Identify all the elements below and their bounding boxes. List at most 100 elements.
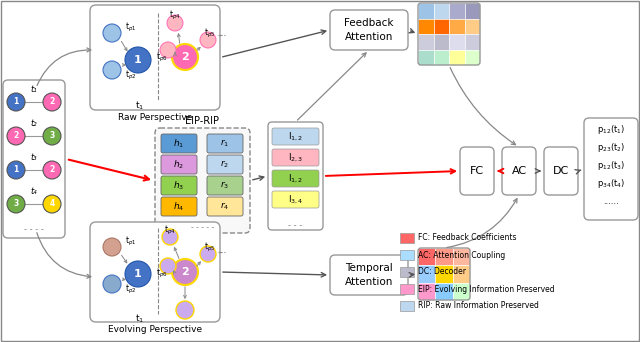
Bar <box>465 34 480 50</box>
Text: p$_{34}$(t$_4$): p$_{34}$(t$_4$) <box>597 177 625 190</box>
Bar <box>435 248 452 265</box>
Text: p$_{12}$(t$_3$): p$_{12}$(t$_3$) <box>597 159 625 172</box>
Bar <box>449 3 465 18</box>
Text: Feedback: Feedback <box>344 18 394 28</box>
Bar <box>418 283 435 300</box>
Bar <box>400 267 414 277</box>
FancyBboxPatch shape <box>90 5 220 110</box>
Bar <box>433 3 449 18</box>
Circle shape <box>162 229 178 245</box>
Text: t$_{p1}$: t$_{p1}$ <box>125 235 136 248</box>
Circle shape <box>167 15 183 31</box>
Circle shape <box>7 93 25 111</box>
Bar <box>435 283 452 300</box>
Text: 1: 1 <box>13 166 19 174</box>
FancyBboxPatch shape <box>207 197 243 216</box>
Circle shape <box>43 195 61 213</box>
FancyBboxPatch shape <box>268 122 323 230</box>
FancyBboxPatch shape <box>155 128 250 233</box>
Text: 1: 1 <box>13 97 19 106</box>
FancyBboxPatch shape <box>207 134 243 153</box>
Text: r$_1$: r$_1$ <box>220 138 230 149</box>
Text: 3: 3 <box>13 199 19 209</box>
Circle shape <box>7 195 25 213</box>
Circle shape <box>103 24 121 42</box>
Bar <box>418 18 433 34</box>
Bar <box>400 284 414 294</box>
FancyBboxPatch shape <box>502 147 536 195</box>
Text: t₁: t₁ <box>31 86 37 94</box>
Circle shape <box>103 275 121 293</box>
Text: FC: Feedback Coefficients: FC: Feedback Coefficients <box>418 234 516 242</box>
FancyBboxPatch shape <box>161 134 197 153</box>
Text: 2: 2 <box>181 52 189 62</box>
Bar <box>465 50 480 65</box>
Bar <box>418 50 433 65</box>
FancyBboxPatch shape <box>207 155 243 174</box>
Text: t$_{p6}$: t$_{p6}$ <box>156 51 168 64</box>
Text: t$_{p5}$: t$_{p5}$ <box>204 26 216 40</box>
Text: 4: 4 <box>49 199 54 209</box>
Bar <box>400 233 414 243</box>
Text: I$_{1,2}$: I$_{1,2}$ <box>288 172 303 185</box>
Text: AC: AC <box>511 166 527 176</box>
Text: t₃: t₃ <box>31 154 37 162</box>
Bar <box>400 250 414 260</box>
Text: Raw Perspective: Raw Perspective <box>118 114 192 122</box>
Bar <box>433 34 449 50</box>
Circle shape <box>103 61 121 79</box>
Text: h$_3$: h$_3$ <box>173 179 184 192</box>
Circle shape <box>172 259 198 285</box>
Text: RIP: Raw Information Preserved: RIP: Raw Information Preserved <box>418 302 539 311</box>
Text: p$_{23}$(t$_2$): p$_{23}$(t$_2$) <box>597 142 625 155</box>
FancyBboxPatch shape <box>272 149 319 166</box>
Circle shape <box>7 161 25 179</box>
Text: t$_{p1}$: t$_{p1}$ <box>125 21 136 34</box>
Circle shape <box>200 32 216 48</box>
Text: t$_1$: t$_1$ <box>136 313 145 325</box>
FancyBboxPatch shape <box>460 147 494 195</box>
Text: t₄: t₄ <box>31 187 37 197</box>
Bar <box>465 18 480 34</box>
Text: FC: FC <box>470 166 484 176</box>
Text: 2: 2 <box>49 166 54 174</box>
Text: h$_4$: h$_4$ <box>173 200 185 213</box>
Circle shape <box>176 301 194 319</box>
Text: r$_2$: r$_2$ <box>220 159 230 170</box>
FancyBboxPatch shape <box>90 222 220 322</box>
Text: Attention: Attention <box>345 277 393 287</box>
Circle shape <box>43 161 61 179</box>
Text: h$_2$: h$_2$ <box>173 158 184 171</box>
Circle shape <box>200 246 216 262</box>
FancyBboxPatch shape <box>584 118 638 220</box>
Text: ......: ...... <box>603 197 619 207</box>
Text: t$_1$: t$_1$ <box>136 100 145 112</box>
Circle shape <box>43 127 61 145</box>
Circle shape <box>125 261 151 287</box>
Text: t$_{p4}$: t$_{p4}$ <box>169 9 180 22</box>
FancyBboxPatch shape <box>3 80 65 238</box>
FancyBboxPatch shape <box>161 155 197 174</box>
Text: EIP: Evolving Information Preserved: EIP: Evolving Information Preserved <box>418 285 555 293</box>
Text: t$_{p2}$: t$_{p2}$ <box>125 282 136 295</box>
Text: 2: 2 <box>13 132 19 141</box>
FancyBboxPatch shape <box>161 176 197 195</box>
Text: DC: Decoder: DC: Decoder <box>418 267 466 276</box>
Bar <box>418 248 435 265</box>
Text: Temporal: Temporal <box>345 263 393 273</box>
Bar <box>418 34 433 50</box>
Text: 2: 2 <box>49 97 54 106</box>
FancyBboxPatch shape <box>330 255 408 295</box>
Text: 2: 2 <box>181 267 189 277</box>
Circle shape <box>43 93 61 111</box>
Text: - - - -: - - - - <box>24 225 44 235</box>
Bar <box>435 265 452 283</box>
Text: r$_4$: r$_4$ <box>220 201 230 212</box>
Text: AC: Attention Coupling: AC: Attention Coupling <box>418 250 505 260</box>
Bar <box>465 3 480 18</box>
FancyBboxPatch shape <box>330 10 408 50</box>
Bar <box>452 248 470 265</box>
Text: I$_{3,4}$: I$_{3,4}$ <box>288 193 303 206</box>
Text: Attention: Attention <box>345 32 393 42</box>
Text: r$_3$: r$_3$ <box>220 180 230 191</box>
